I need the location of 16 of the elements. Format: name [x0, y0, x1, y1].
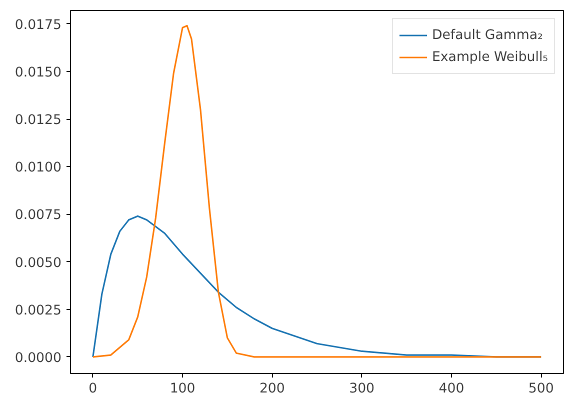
x-tick-label: 500: [528, 382, 554, 396]
x-tick-label: 0: [88, 382, 98, 396]
y-tick-label: 0.0125: [14, 113, 62, 128]
x-tick-label: 200: [259, 382, 285, 396]
y-tick-label: 0.0025: [14, 303, 62, 318]
x-tick-label: 400: [438, 382, 464, 396]
x-tick-label: 300: [349, 382, 375, 396]
y-tick-label: 0.0050: [14, 256, 62, 271]
y-tick-label: 0.0075: [14, 208, 62, 224]
y-tick-label: 0.0175: [14, 18, 62, 33]
x-tick-label: 100: [170, 382, 196, 396]
legend-label: Example Weibull₅: [432, 50, 548, 64]
legend-label: Default Gamma₂: [432, 28, 543, 42]
y-tick-label: 0.0000: [14, 350, 62, 366]
y-tick-label: 0.0100: [14, 160, 62, 176]
y-tick-label: 0.0150: [14, 65, 62, 80]
